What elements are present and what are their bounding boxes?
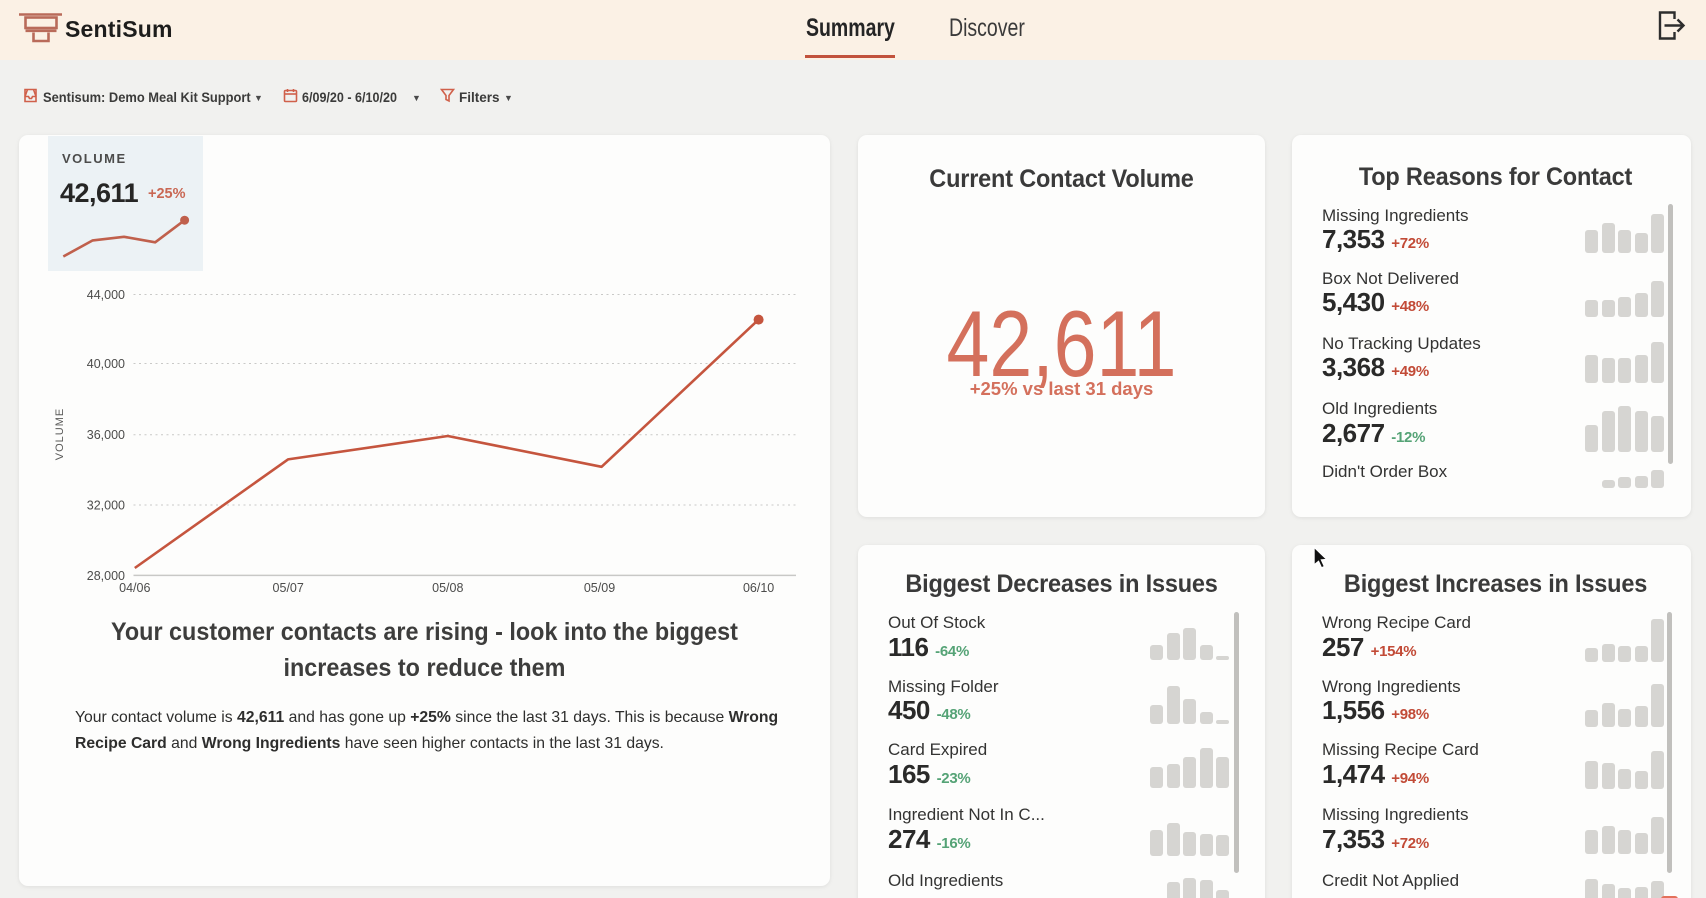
svg-text:04/06: 04/06 <box>119 581 150 595</box>
svg-text:28,000: 28,000 <box>87 569 125 583</box>
svg-text:05/09: 05/09 <box>584 581 615 595</box>
svg-text:05/08: 05/08 <box>432 581 463 595</box>
svg-text:05/07: 05/07 <box>273 581 304 595</box>
svg-text:VOLUME: VOLUME <box>54 408 66 460</box>
svg-text:32,000: 32,000 <box>87 499 125 513</box>
svg-text:06/10: 06/10 <box>743 581 774 595</box>
svg-text:44,000: 44,000 <box>87 288 125 302</box>
svg-text:40,000: 40,000 <box>87 357 125 371</box>
svg-text:36,000: 36,000 <box>87 428 125 442</box>
